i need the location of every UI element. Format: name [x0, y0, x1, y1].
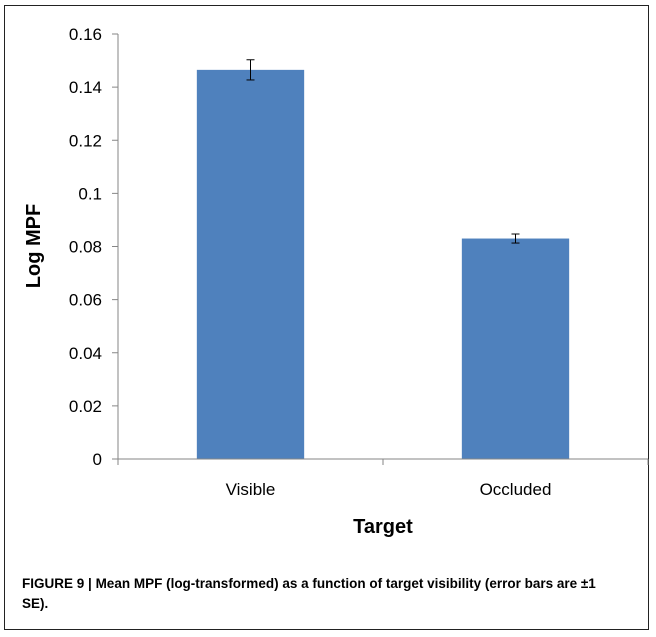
y-tick-label: 0.1: [78, 184, 102, 203]
y-tick-label: 0.12: [69, 131, 102, 150]
y-tick-label: 0: [93, 450, 102, 469]
bar-visible: [196, 69, 305, 459]
bar-chart: 0 0.02 0.04 0.06 0.08 0.1 0.12 0.14 0.16 Visible…: [23, 25, 649, 538]
error-bar-occluded: [511, 233, 520, 244]
y-tick-label: 0.08: [69, 238, 102, 257]
y-axis-ticks: 0 0.02 0.04 0.06 0.08 0.1 0.12 0.14 0.16: [69, 25, 118, 469]
bars: [196, 59, 570, 459]
bar-occluded: [461, 238, 570, 459]
y-tick-label: 0.14: [69, 78, 102, 97]
y-tick-label: 0.06: [69, 291, 102, 310]
x-tick-label-occluded: Occluded: [480, 480, 552, 499]
y-tick-label: 0.04: [69, 344, 102, 363]
x-axis-title: Target: [353, 516, 413, 538]
figure-caption: FIGURE 9 | Mean MPF (log-transformed) as…: [22, 574, 622, 614]
y-tick-label: 0.16: [69, 25, 102, 44]
caption-text: Mean MPF (log-transformed) as a function…: [22, 576, 596, 611]
error-bar-visible: [246, 59, 255, 81]
x-axis-ticks: Visible Occluded: [117, 459, 649, 499]
y-axis-title: Log MPF: [23, 204, 45, 288]
caption-label: FIGURE 9 |: [22, 576, 92, 591]
x-tick-label-visible: Visible: [226, 480, 276, 499]
y-tick-label: 0.02: [69, 397, 102, 416]
